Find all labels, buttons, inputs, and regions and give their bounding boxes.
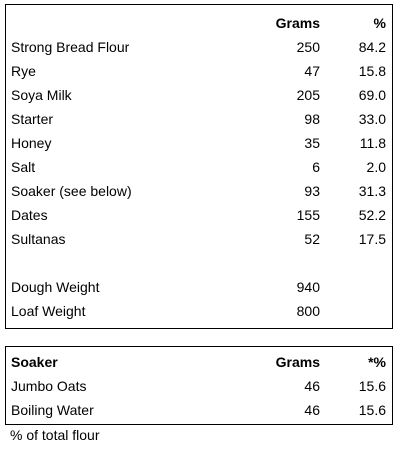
ingredient-grams: 47: [304, 63, 320, 79]
table-row: Soaker (see below) 93 31.3: [6, 181, 392, 201]
table-row: Soya Milk 205 69.0: [6, 85, 392, 105]
ingredient-percent: 33.0: [358, 111, 386, 127]
total-grams: 940: [296, 279, 320, 295]
ingredient-name: Starter: [11, 111, 54, 127]
table-row: Starter 98 33.0: [6, 109, 392, 129]
recipe-table: Grams % Strong Bread Flour 250 84.2 Rye …: [5, 4, 393, 329]
ingredient-grams: 93: [304, 183, 320, 199]
table-row: Boiling Water 46 15.6: [6, 400, 392, 420]
table-row: Sultanas 52 17.5: [6, 229, 392, 249]
ingredient-grams: 155: [296, 207, 320, 223]
total-label: Loaf Weight: [11, 303, 86, 319]
ingredient-grams: 46: [304, 402, 320, 418]
recipe-header-row: Grams %: [6, 13, 392, 33]
grams-column-header: Grams: [275, 15, 320, 31]
ingredient-name: Soya Milk: [11, 87, 72, 103]
ingredient-percent: 17.5: [358, 231, 386, 247]
ingredient-grams: 35: [304, 135, 320, 151]
grams-column-header: Grams: [275, 354, 320, 370]
table-row: Dates 155 52.2: [6, 205, 392, 225]
table-row: Rye 47 15.8: [6, 61, 392, 81]
soaker-table: Soaker Grams *% Jumbo Oats 46 15.6 Boili…: [5, 346, 393, 425]
ingredient-percent: 84.2: [358, 39, 386, 55]
table-row: Honey 35 11.8: [6, 133, 392, 153]
soaker-title: Soaker: [11, 354, 58, 370]
ingredient-percent: 52.2: [358, 207, 386, 223]
ingredient-name: Soaker (see below): [11, 183, 132, 199]
total-grams: 800: [296, 303, 320, 319]
ingredient-name: Rye: [11, 63, 36, 79]
loaf-weight-row: Loaf Weight 800: [6, 301, 392, 321]
ingredient-percent: 11.8: [359, 135, 386, 151]
ingredient-name: Jumbo Oats: [11, 378, 87, 394]
ingredient-grams: 205: [296, 87, 320, 103]
ingredient-grams: 52: [304, 231, 320, 247]
table-row: Jumbo Oats 46 15.6: [6, 376, 392, 396]
soaker-header-row: Soaker Grams *%: [6, 352, 392, 372]
ingredient-name: Honey: [11, 135, 52, 151]
ingredient-percent: 2.0: [366, 159, 386, 175]
ingredient-percent: 15.8: [358, 63, 386, 79]
percent-column-header: *%: [368, 354, 386, 370]
table-row: Strong Bread Flour 250 84.2: [6, 37, 392, 57]
ingredient-name: Salt: [11, 159, 36, 175]
table-row: Salt 6 2.0: [6, 157, 392, 177]
ingredient-name: Boiling Water: [11, 402, 94, 418]
percent-column-header: %: [373, 15, 386, 31]
ingredient-grams: 250: [296, 39, 320, 55]
ingredient-percent: 15.6: [358, 402, 386, 418]
ingredient-grams: 46: [304, 378, 320, 394]
ingredient-name: Dates: [11, 207, 48, 223]
footnote: % of total flour: [10, 427, 100, 443]
dough-weight-row: Dough Weight 940: [6, 277, 392, 297]
ingredient-percent: 69.0: [358, 87, 386, 103]
ingredient-percent: 31.3: [358, 183, 386, 199]
ingredient-percent: 15.6: [358, 378, 386, 394]
ingredient-grams: 6: [312, 159, 320, 175]
ingredient-grams: 98: [304, 111, 320, 127]
ingredient-name: Strong Bread Flour: [11, 39, 130, 55]
ingredient-name: Sultanas: [11, 231, 66, 247]
total-label: Dough Weight: [11, 279, 100, 295]
